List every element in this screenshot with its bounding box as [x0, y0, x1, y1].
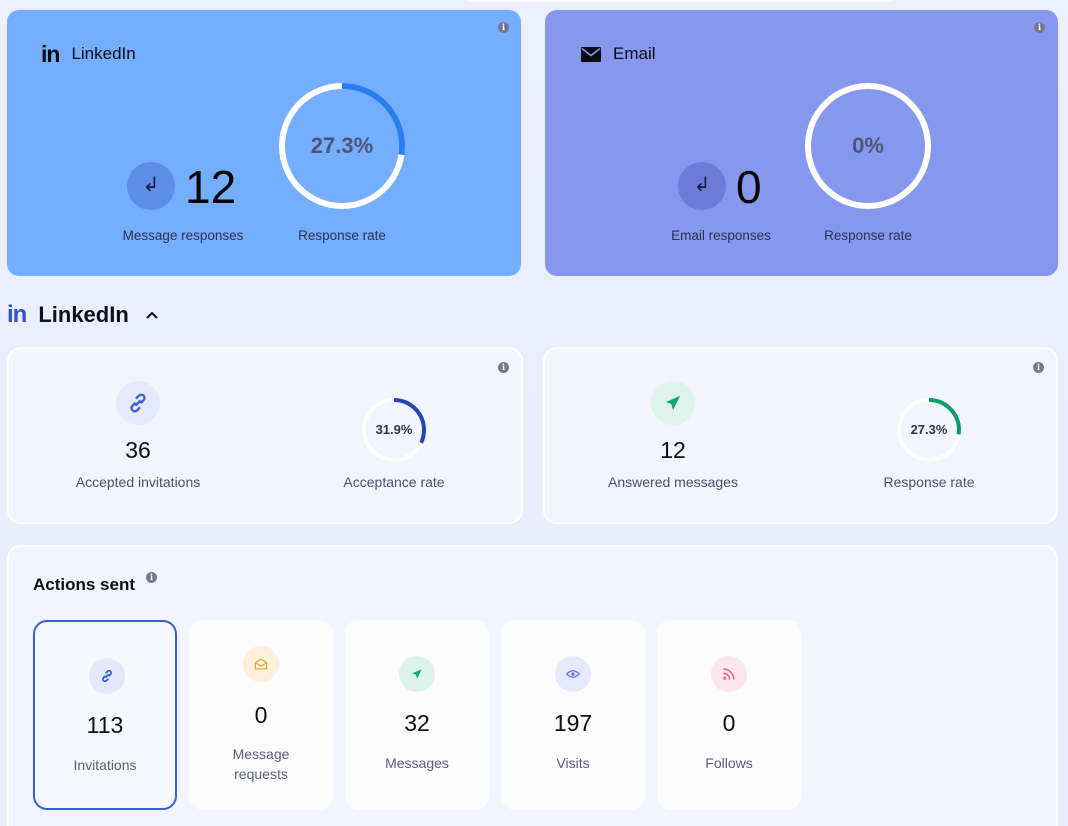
- response-rate-value: 0%: [852, 133, 884, 158]
- action-label: Visits: [556, 755, 590, 771]
- acceptance-rate-value: 31.9%: [375, 422, 413, 437]
- answered-messages-label: Answered messages: [608, 474, 738, 490]
- message-responses-count: 12: [185, 161, 237, 213]
- accepted-invitations-count: 36: [125, 437, 151, 463]
- card-header: Email: [581, 44, 656, 64]
- response-rate-value: 27.3%: [910, 422, 948, 437]
- action-value: 0: [722, 710, 736, 736]
- envelope-icon: [581, 46, 601, 62]
- response-rate-value: 27.3%: [310, 133, 374, 158]
- rss-icon: [711, 656, 747, 692]
- action-tile-message-requests[interactable]: 0 Message requests: [189, 620, 333, 810]
- response-rate-label: Response rate: [883, 474, 975, 490]
- actions-title-text: Actions sent: [33, 575, 136, 594]
- linkedin-section-toggle[interactable]: in LinkedIn: [7, 302, 159, 328]
- action-tile-invitations[interactable]: 113 Invitations: [33, 620, 177, 810]
- action-tile-messages[interactable]: 32 Messages: [345, 620, 489, 810]
- info-icon[interactable]: i: [146, 572, 157, 583]
- response-rate-label: Response rate: [298, 228, 386, 243]
- action-label: Messages: [385, 755, 449, 771]
- info-icon[interactable]: i: [498, 362, 509, 373]
- email-summary-card: i Email ↲ 0 Email responses 0% Response …: [545, 10, 1058, 276]
- answered-messages-count: 12: [660, 437, 686, 463]
- paper-plane-icon: [399, 656, 435, 692]
- action-value: 0: [254, 702, 268, 728]
- card-header: in LinkedIn: [41, 41, 136, 67]
- reply-icon: ↲: [678, 162, 726, 210]
- actions-sent-panel: Actions sent i 113 Invitations 0 Message…: [7, 545, 1058, 826]
- card-title: Email: [613, 44, 656, 63]
- action-label: Message requests: [232, 746, 290, 782]
- invitations-metric-card: i 36 Accepted invitations 31.9% Acceptan…: [7, 347, 523, 524]
- reply-icon: ↲: [127, 162, 175, 210]
- response-rate-gauge: 27.3%: [277, 81, 407, 211]
- acceptance-rate-label: Acceptance rate: [343, 474, 445, 490]
- email-responses-count: 0: [736, 161, 762, 213]
- link-icon: [89, 658, 125, 694]
- email-responses-label: Email responses: [671, 228, 771, 243]
- accepted-invitations-label: Accepted invitations: [75, 474, 201, 490]
- paper-plane-icon: [651, 381, 695, 425]
- email-response-rate-gauge: 0%: [803, 81, 933, 211]
- action-value: 113: [86, 712, 124, 738]
- messages-metric-card: i 12 Answered messages 27.3% Response ra…: [543, 347, 1058, 524]
- message-responses-label: Message responses: [122, 228, 244, 243]
- top-bar-edge: [462, 0, 898, 2]
- response-rate-label: Response rate: [824, 228, 912, 243]
- link-icon: [116, 381, 160, 425]
- card-title: LinkedIn: [71, 44, 136, 63]
- linkedin-logo-icon: in: [41, 41, 60, 67]
- action-value: 197: [553, 710, 593, 736]
- info-icon[interactable]: i: [1034, 22, 1045, 33]
- action-label: Invitations: [73, 757, 137, 773]
- action-tile-visits[interactable]: 197 Visits: [501, 620, 645, 810]
- section-title: LinkedIn: [38, 302, 129, 327]
- linkedin-summary-card: i in LinkedIn ↲ 12 Message responses 27.…: [7, 10, 521, 276]
- envelope-open-icon: [243, 646, 279, 682]
- linkedin-logo-icon: in: [7, 301, 27, 328]
- action-label: Follows: [705, 755, 753, 771]
- chevron-up-icon[interactable]: [145, 310, 159, 320]
- action-value: 32: [404, 710, 430, 736]
- action-tile-follows[interactable]: 0 Follows: [657, 620, 801, 810]
- info-icon[interactable]: i: [1033, 362, 1044, 373]
- info-icon[interactable]: i: [498, 22, 509, 33]
- acceptance-rate-gauge: 31.9%: [361, 397, 427, 463]
- response-rate-gauge: 27.3%: [896, 397, 962, 463]
- eye-icon: [555, 656, 591, 692]
- actions-title: Actions sent: [33, 575, 135, 595]
